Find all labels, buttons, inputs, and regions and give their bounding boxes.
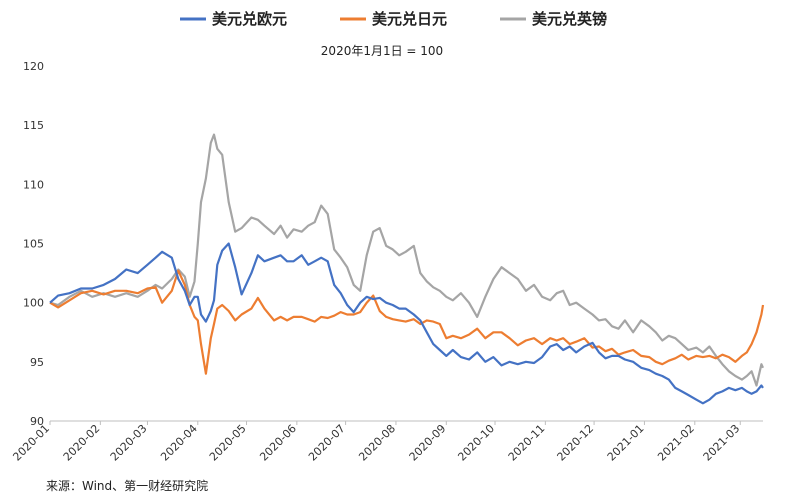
y-tick-label: 115: [23, 119, 44, 132]
plot-area: [49, 133, 765, 405]
legend-label: 美元兑欧元: [212, 10, 287, 28]
y-tick-label: 110: [23, 178, 44, 191]
x-axis: 2020-01 2020-02 2020-03 2020-04 2020-05 2020-…: [10, 420, 763, 464]
x-tick-label: 2020-06: [257, 422, 299, 464]
legend-label: 美元兑英镑: [532, 10, 607, 28]
x-tick-label: 2020-04: [158, 422, 200, 464]
x-tick-label: 2020-01: [10, 422, 52, 464]
x-tick-label: 2020-05: [207, 422, 249, 464]
y-axis: 90 95 100 105 110 115 120: [23, 60, 44, 428]
legend-label: 美元兑日元: [372, 10, 447, 28]
y-tick-label: 100: [23, 297, 44, 310]
series-line-2: [49, 269, 765, 375]
x-tick-label: 2020-08: [356, 422, 398, 464]
series-line-3: [49, 133, 765, 387]
x-tick-label: 2020-09: [407, 422, 449, 464]
x-tick-label: 2020-03: [108, 422, 150, 464]
x-tick-label: 2021-02: [655, 422, 697, 464]
x-tick-label: 2020-11: [506, 422, 548, 464]
x-tick-label: 2021-01: [605, 422, 647, 464]
chart-legend: 美元兑欧元 美元兑日元 美元兑英镑: [180, 10, 607, 28]
series-line-1: [49, 242, 764, 405]
chart-subtitle: 2020年1月1日 = 100: [321, 44, 443, 58]
x-tick-label: 2020-10: [455, 422, 497, 464]
chart-source-note: 来源：Wind、第一财经研究院: [46, 479, 209, 493]
y-tick-label: 95: [30, 356, 44, 369]
x-tick-label: 2020-12: [555, 422, 597, 464]
y-tick-label: 90: [30, 415, 44, 428]
y-tick-label: 120: [23, 60, 44, 73]
x-tick-label: 2020-02: [61, 422, 103, 464]
x-tick-label: 2021-03: [701, 422, 743, 464]
x-tick-label: 2020-07: [306, 422, 348, 464]
y-tick-label: 105: [23, 238, 44, 251]
